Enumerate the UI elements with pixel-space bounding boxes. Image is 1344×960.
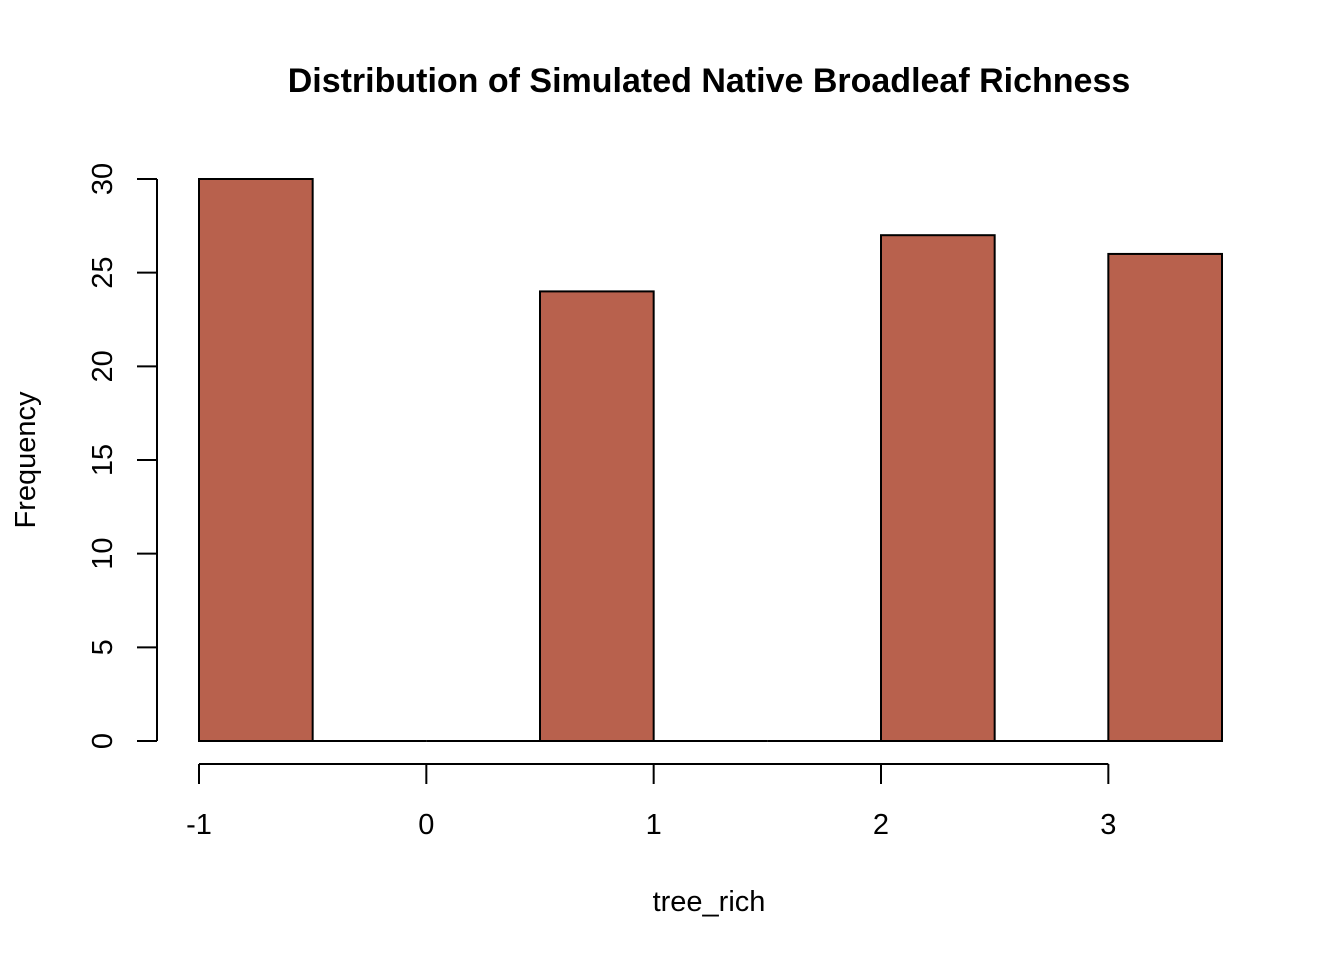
y-axis-label: Frequency	[10, 391, 42, 529]
y-tick-label-4: 20	[87, 350, 119, 382]
x-tick-label-2: 1	[646, 809, 662, 841]
histogram-bar-0	[198, 178, 314, 742]
x-axis-label: tree_rich	[653, 886, 766, 918]
histogram-bar-8	[1107, 252, 1224, 743]
bars-group	[198, 178, 1224, 743]
x-tick-label-0: -1	[186, 809, 212, 841]
y-tick-label-2: 10	[87, 538, 119, 570]
x-axis: -1 0 1 2 3	[186, 763, 1116, 841]
chart-title: Distribution of Simulated Native Broadle…	[288, 62, 1131, 100]
histogram-bar-6	[880, 234, 996, 742]
histogram-bar-3	[539, 290, 655, 742]
y-axis: 0 5 10 15 20 25 30	[87, 163, 158, 749]
y-tick-label-1: 5	[87, 639, 119, 655]
x-tick-label-1: 0	[418, 809, 434, 841]
y-tick-label-5: 25	[87, 257, 119, 289]
x-tick-label-4: 3	[1100, 809, 1116, 841]
y-tick-label-0: 0	[87, 733, 119, 749]
y-tick-label-6: 30	[87, 163, 119, 195]
y-tick-label-3: 15	[87, 444, 119, 476]
x-tick-label-3: 2	[873, 809, 889, 841]
